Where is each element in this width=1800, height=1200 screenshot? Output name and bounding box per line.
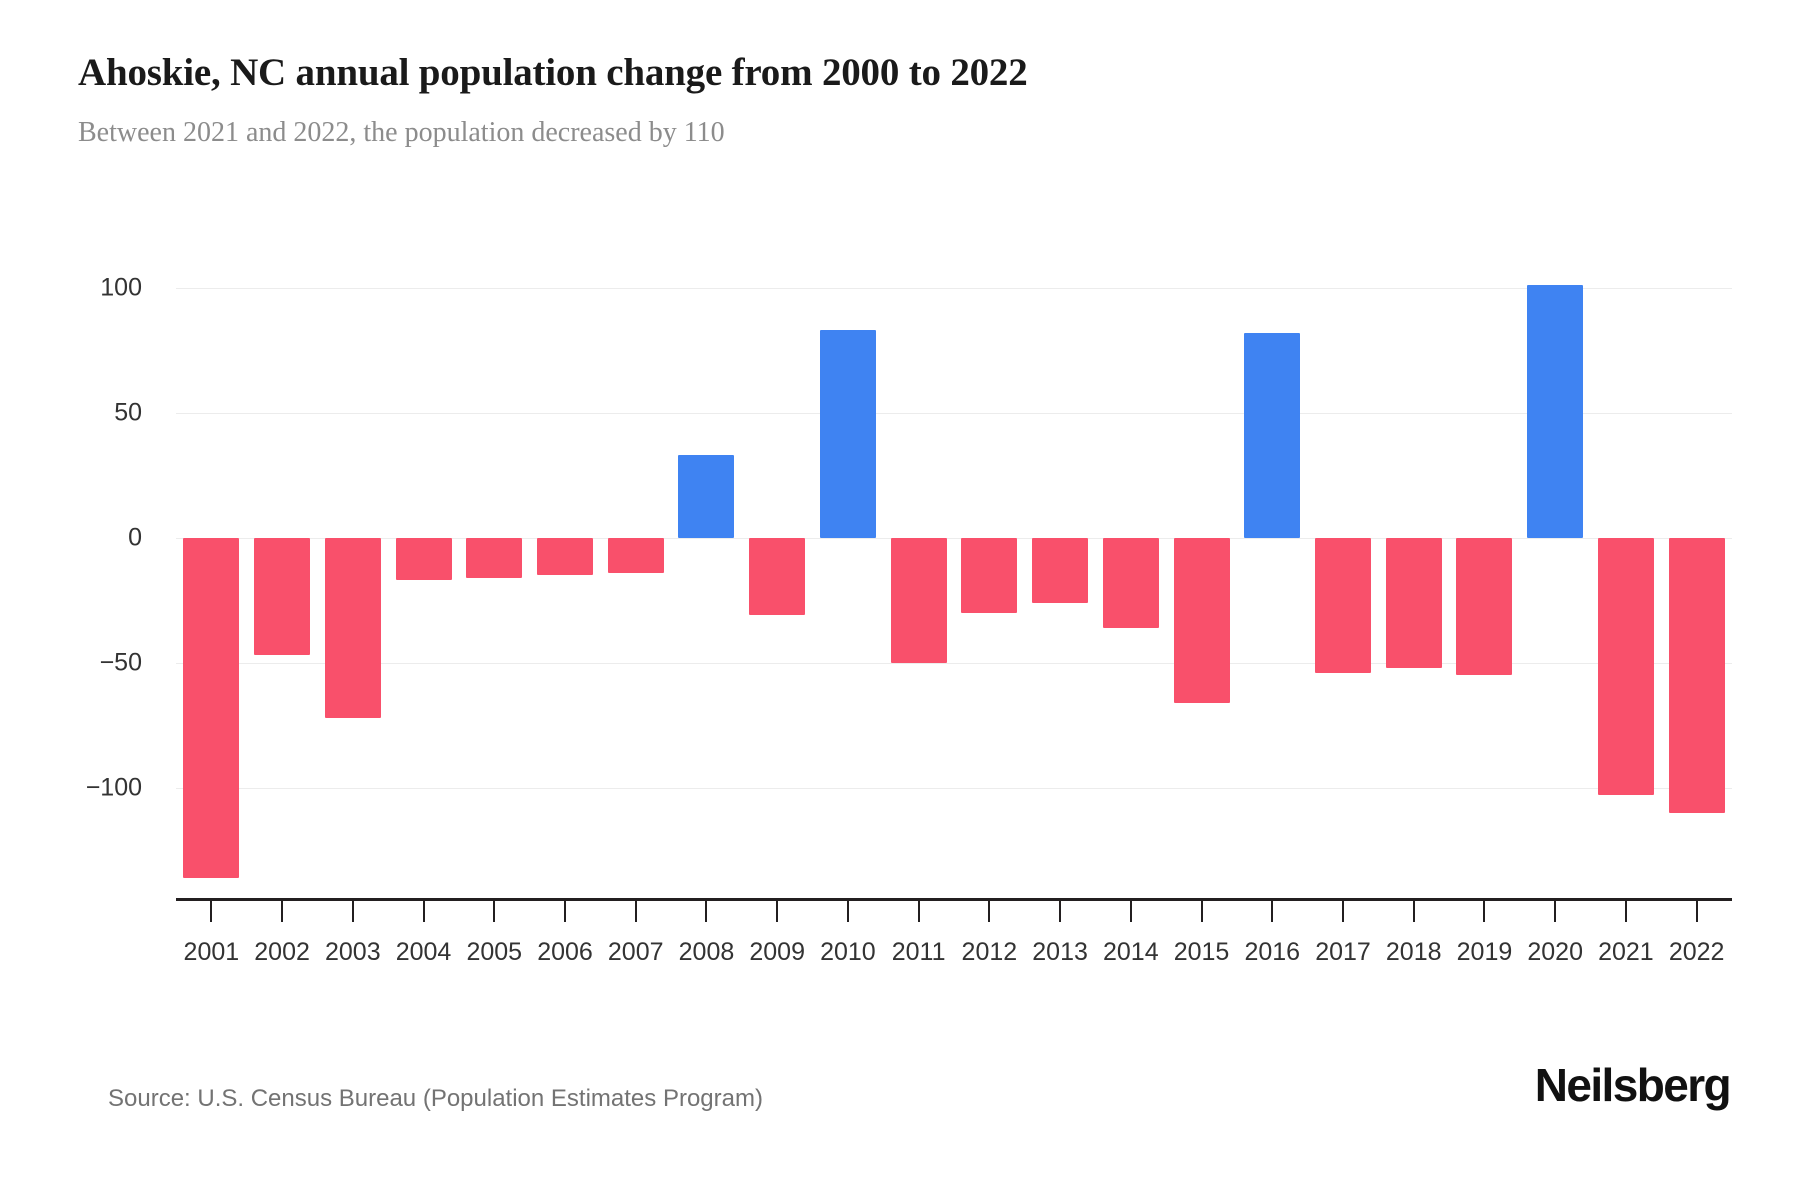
y-tick-label: −100	[85, 773, 142, 801]
x-tick-label-2009: 2009	[749, 938, 805, 966]
bar-2005[interactable]	[466, 537, 523, 578]
source-note: Source: U.S. Census Bureau (Population E…	[108, 1085, 763, 1112]
page-subtitle: Between 2021 and 2022, the population de…	[78, 117, 725, 148]
x-tick-label-2008: 2008	[678, 938, 735, 966]
bar-2013[interactable]	[1032, 537, 1089, 603]
bar-2020[interactable]	[1527, 285, 1584, 538]
bar-2008[interactable]	[678, 455, 735, 538]
x-tick-label-2018: 2018	[1385, 938, 1442, 966]
gridline--100	[176, 787, 1732, 789]
bar-2012[interactable]	[961, 537, 1018, 613]
x-tick-label-2007: 2007	[607, 938, 664, 966]
gridline-50	[176, 412, 1732, 414]
bar-2007[interactable]	[607, 537, 664, 573]
x-tick-2005	[493, 898, 496, 922]
bar-2003[interactable]	[324, 537, 381, 718]
y-axis-labels: 100 50 0 −50 −100	[0, 250, 170, 900]
bar-2016[interactable]	[1244, 332, 1301, 538]
x-tick-2013	[1059, 898, 1062, 922]
x-tick-label-2013: 2013	[1032, 938, 1088, 966]
gridline-0	[176, 537, 1732, 539]
brand-logo: Neilsberg	[1534, 1059, 1732, 1111]
page-title: Ahoskie, NC annual population change fro…	[78, 51, 1028, 94]
x-axis-labels: 2001 2002 2003 2004 2005 2006 2007 2008 2009 2010…	[176, 938, 1732, 978]
x-tick-2002	[281, 898, 284, 922]
x-tick-label-2010: 2010	[820, 938, 876, 966]
x-tick-label-2019: 2019	[1456, 938, 1513, 966]
x-tick-label-2017: 2017	[1315, 938, 1371, 966]
x-tick-label-2022: 2022	[1668, 938, 1725, 966]
x-tick-label-2003: 2003	[325, 938, 381, 966]
x-tick-label-2005: 2005	[466, 938, 523, 966]
bar-2022[interactable]	[1668, 537, 1725, 813]
x-tick-2007	[634, 898, 637, 922]
x-tick-2022	[1695, 898, 1698, 922]
x-tick-2010	[846, 898, 849, 922]
y-tick-label: 100	[100, 273, 142, 301]
x-tick-2004	[422, 898, 425, 922]
y-tick-label: 0	[128, 523, 142, 551]
bar-2019[interactable]	[1456, 537, 1513, 675]
bar-2002[interactable]	[254, 537, 311, 655]
x-tick-2014	[1129, 898, 1132, 922]
x-tick-label-2011: 2011	[891, 938, 946, 966]
x-tick-label-2002: 2002	[254, 938, 310, 966]
gridline--50	[176, 662, 1732, 664]
x-tick-2008	[705, 898, 708, 922]
x-tick-2015	[1200, 898, 1203, 922]
x-tick-2009	[776, 898, 779, 922]
x-tick-label-2015: 2015	[1173, 938, 1230, 966]
bar-2004[interactable]	[395, 537, 452, 580]
x-tick-label-2012: 2012	[961, 938, 1018, 966]
bar-2010[interactable]	[819, 330, 876, 538]
x-tick-label-2004: 2004	[395, 938, 452, 966]
x-tick-label-2014: 2014	[1103, 938, 1159, 966]
y-tick-label: −50	[99, 648, 142, 676]
x-tick-2017	[1342, 898, 1344, 922]
x-tick-label-2021: 2021	[1598, 938, 1654, 966]
x-tick-label-2001: 2001	[183, 938, 240, 966]
gridlines	[176, 250, 1732, 900]
x-axis-line	[176, 898, 1732, 901]
bar-2001[interactable]	[183, 537, 240, 878]
x-axis-ticks	[176, 898, 1732, 924]
y-tick-label: 50	[114, 398, 142, 426]
plot-area	[176, 250, 1732, 900]
x-tick-2021	[1624, 898, 1627, 922]
bar-2006[interactable]	[537, 537, 593, 575]
x-tick-2003	[351, 898, 354, 922]
x-tick-2020	[1554, 898, 1557, 922]
x-tick-2006	[564, 898, 566, 922]
x-tick-2011	[917, 898, 920, 922]
x-tick-2016	[1271, 898, 1274, 922]
x-tick-2012	[988, 898, 991, 922]
bar-2018[interactable]	[1385, 537, 1442, 668]
bar-2017[interactable]	[1315, 537, 1371, 673]
x-tick-label-2016: 2016	[1244, 938, 1301, 966]
x-tick-label-2006: 2006	[537, 938, 593, 966]
bar-2009[interactable]	[749, 537, 806, 615]
bar-2021[interactable]	[1597, 537, 1654, 795]
x-tick-2001	[210, 898, 213, 922]
x-tick-2019	[1483, 898, 1486, 922]
bar-2015[interactable]	[1173, 537, 1230, 703]
gridline-100	[176, 287, 1732, 289]
bar-2014[interactable]	[1102, 537, 1159, 628]
bar-2011[interactable]	[890, 537, 947, 663]
x-tick-label-2020: 2020	[1527, 938, 1583, 966]
bar-series	[176, 250, 1732, 900]
x-tick-2018	[1412, 898, 1415, 922]
